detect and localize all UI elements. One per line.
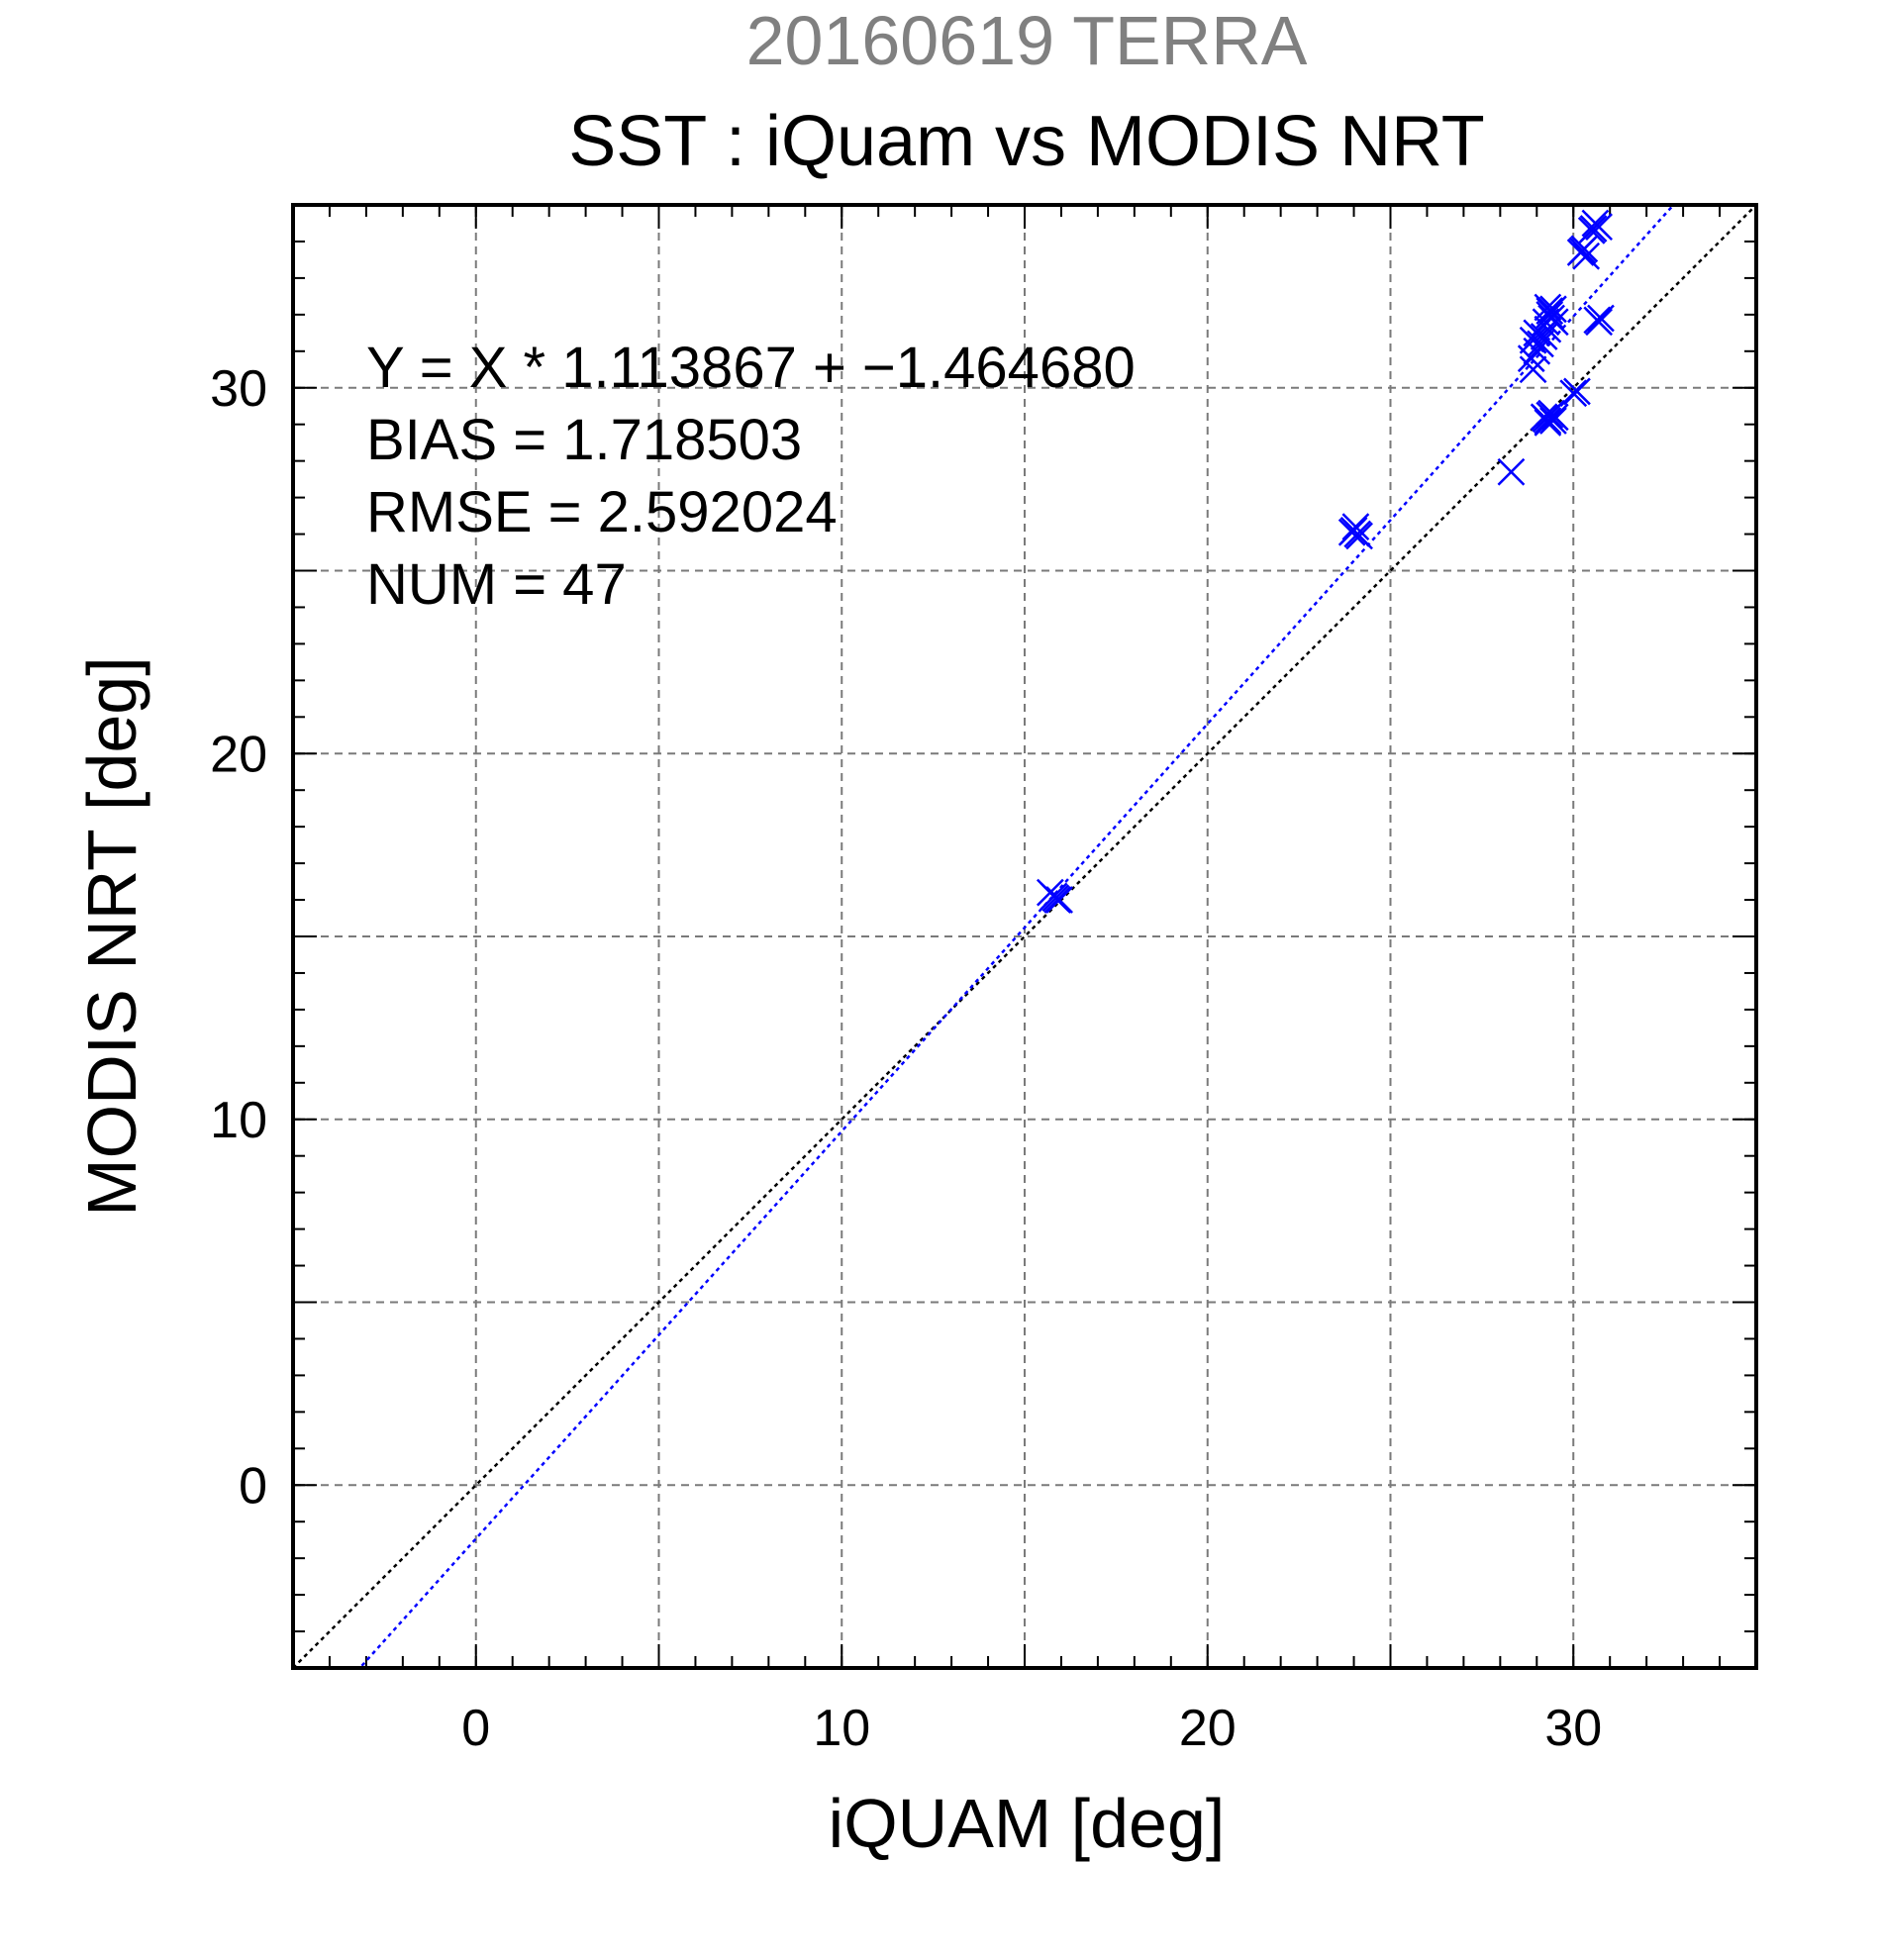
regression-line (357, 205, 1676, 1668)
data-point (1568, 237, 1597, 265)
data-point (1535, 297, 1564, 326)
x-tick-label: 10 (813, 1700, 870, 1757)
data-point (1585, 213, 1613, 242)
data-point (1535, 300, 1564, 329)
chart-date-title: 20160619 TERRA (746, 2, 1308, 79)
data-point (1540, 403, 1569, 432)
data-point (1337, 518, 1366, 546)
data-point (1534, 293, 1562, 322)
data-point (1497, 457, 1526, 486)
regression-equation: Y = X * 1.113867 + −1.464680 (366, 336, 1136, 400)
y-tick-label: 10 (210, 1092, 267, 1149)
data-point (1583, 306, 1612, 335)
data-point (1519, 326, 1547, 354)
data-point (1534, 408, 1562, 437)
major-ticks (293, 205, 1756, 1668)
data-point (1559, 379, 1588, 408)
bias-value: BIAS = 1.718503 (366, 408, 802, 472)
data-point (1045, 886, 1073, 914)
data-point (1345, 522, 1373, 550)
x-tick-labels: 0 10 20 30 (461, 1700, 1602, 1757)
y-tick-labels: 0 10 20 30 (210, 360, 267, 1516)
data-point (1587, 304, 1615, 333)
data-point (1519, 355, 1547, 384)
data-point (1563, 377, 1591, 406)
y-tick-label: 0 (239, 1457, 267, 1515)
data-point (1535, 401, 1564, 430)
data-point (1041, 884, 1070, 913)
x-tick-label: 30 (1544, 1700, 1602, 1757)
data-point (1572, 242, 1601, 270)
y-tick-label: 30 (210, 360, 267, 418)
y-axis-label: MODIS NRT [deg] (73, 656, 150, 1216)
data-point (1579, 215, 1608, 243)
data-points (1036, 209, 1615, 914)
data-point (1539, 295, 1567, 324)
x-tick-label: 0 (461, 1700, 490, 1757)
data-point (1527, 330, 1554, 358)
rmse-value: RMSE = 2.592024 (366, 480, 838, 544)
x-axis-label: iQUAM [deg] (829, 1785, 1226, 1862)
plot-frame (291, 203, 1758, 1670)
data-point (1539, 407, 1567, 435)
reference-lines (293, 205, 1756, 1668)
chart-main-title: SST : iQuam vs MODIS NRT (568, 102, 1485, 181)
num-value: NUM = 47 (366, 552, 627, 617)
data-point (1341, 513, 1370, 541)
y-tick-label: 20 (210, 726, 267, 783)
x-tick-label: 20 (1179, 1700, 1237, 1757)
